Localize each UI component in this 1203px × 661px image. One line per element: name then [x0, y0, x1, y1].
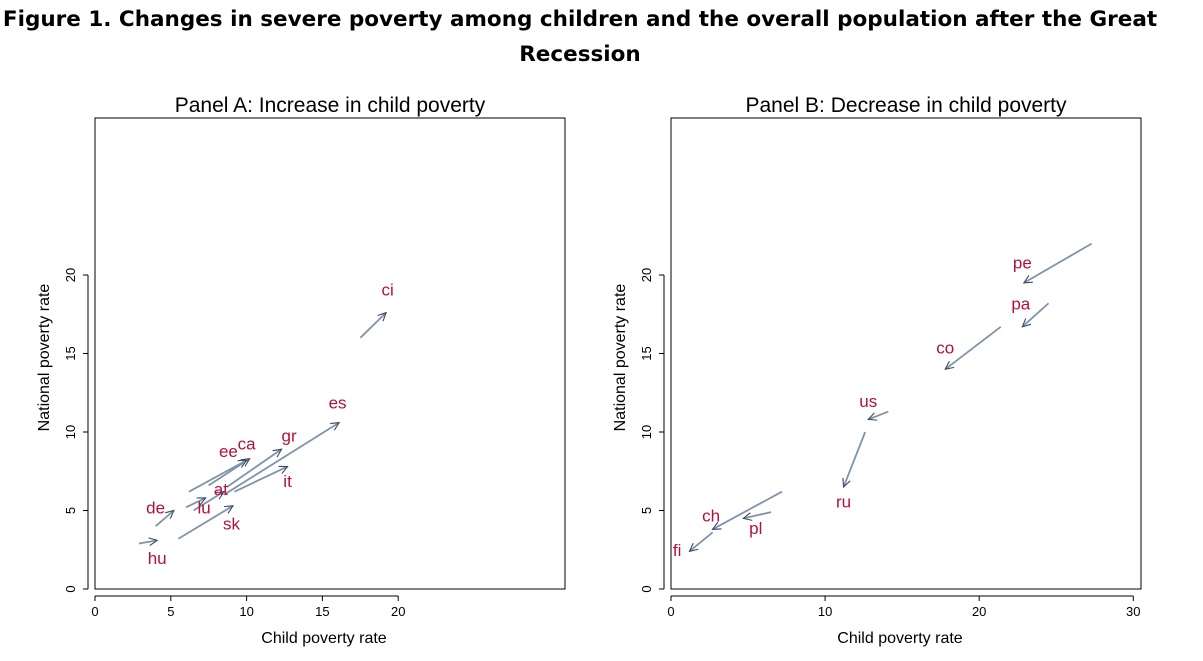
x-tick-label: 5: [167, 604, 174, 619]
arrow-hu: [138, 539, 158, 545]
arrowhead-lu: [196, 497, 207, 506]
y-tick-label: 0: [639, 585, 654, 592]
y-tick-label: 10: [639, 425, 654, 439]
country-label-us: us: [859, 392, 877, 411]
y-tick-label: 20: [63, 268, 78, 282]
arrow-ch: [712, 490, 783, 531]
arrowhead-ch: [711, 521, 722, 530]
arrow-us: [867, 410, 889, 421]
arrowhead-pa: [1021, 318, 1032, 328]
arrowhead-us: [867, 412, 878, 421]
arrow-co: [944, 326, 1002, 370]
arrow-gr: [226, 448, 282, 488]
country-label-hu: hu: [148, 549, 167, 568]
figure-title: Figure 1. Changes in severe poverty amon…: [0, 2, 1160, 72]
y-tick-label: 5: [639, 507, 654, 514]
arrowhead-hu: [148, 537, 159, 547]
arrow-de: [155, 509, 175, 527]
arrow-ee: [188, 459, 248, 493]
y-axis-label: National poverty rate: [36, 284, 53, 432]
country-label-de: de: [146, 499, 165, 518]
country-label-ru: ru: [836, 492, 851, 511]
country-label-ci: ci: [381, 280, 393, 299]
y-axis-label: National poverty rate: [612, 284, 629, 432]
arrow-es: [223, 421, 340, 496]
arrow-pe: [1023, 242, 1093, 284]
panel-title: Panel A: Increase in child poverty: [175, 94, 486, 117]
arrow-ru: [842, 431, 867, 488]
country-label-ch: ch: [702, 506, 720, 525]
arrowhead-ru: [842, 477, 851, 489]
arrowhead-pe: [1022, 275, 1033, 284]
arrow-pa: [1021, 302, 1050, 328]
country-label-pl: pl: [749, 519, 762, 538]
plot-frame: [670, 117, 1142, 590]
figure-title-line-1: Figure 1. Changes in severe poverty amon…: [2, 7, 1158, 32]
arrowhead-es: [330, 421, 341, 431]
country-label-pe: pe: [1013, 254, 1032, 273]
x-tick-label: 0: [667, 604, 674, 619]
x-tick-label: 10: [818, 604, 832, 619]
country-label-pa: pa: [1011, 295, 1030, 314]
x-tick-label: 0: [91, 604, 98, 619]
arrowhead-ee: [237, 459, 248, 468]
arrow-at: [193, 490, 225, 512]
y-tick-label: 5: [63, 507, 78, 514]
y-tick-label: 10: [63, 425, 78, 439]
arrowhead-it: [278, 465, 289, 474]
x-tick-label: 30: [1126, 604, 1140, 619]
arrow-lu: [185, 497, 207, 509]
arrowhead-ci: [377, 311, 388, 322]
x-tick-label: 20: [391, 604, 405, 619]
arrow-fi: [688, 531, 714, 553]
figure-title-line-2: Recession: [519, 42, 641, 67]
y-tick-label: 20: [639, 268, 654, 282]
x-tick-label: 15: [315, 604, 329, 619]
arrowhead-pl: [742, 512, 753, 521]
country-label-lu: lu: [198, 499, 211, 518]
country-label-ca: ca: [238, 434, 257, 453]
x-tick-label: 10: [239, 604, 253, 619]
country-label-it: it: [283, 472, 292, 491]
arrow-sk: [177, 505, 234, 540]
x-tick-label: 20: [972, 604, 986, 619]
country-label-gr: gr: [282, 426, 297, 445]
chart-panel-a: Panel A: Increase in child poverty 0 5 10 15…: [36, 94, 566, 647]
x-axis-label: Child poverty rate: [261, 630, 386, 647]
country-label-es: es: [329, 393, 347, 412]
country-label-sk: sk: [223, 514, 241, 533]
y-tick-label: 15: [63, 346, 78, 360]
country-label-at: at: [214, 480, 228, 499]
arrowhead-co: [944, 360, 955, 370]
chart-panel-b: Panel B: Decrease in child poverty 0 10 20 3…: [612, 94, 1142, 647]
arrow-pl: [743, 511, 772, 520]
country-label-ee: ee: [219, 442, 238, 461]
panel-title: Panel B: Decrease in child poverty: [746, 94, 1067, 117]
y-tick-label: 15: [639, 346, 654, 360]
arrowhead-gr: [272, 448, 283, 458]
arrowhead-fi: [688, 542, 699, 553]
country-label-fi: fi: [673, 541, 682, 560]
arrowhead-de: [165, 509, 175, 519]
y-tick-label: 0: [63, 585, 78, 592]
arrowhead-sk: [223, 505, 235, 514]
arrow-ci: [359, 312, 387, 339]
x-axis-label: Child poverty rate: [837, 630, 962, 647]
country-label-co: co: [936, 339, 954, 358]
arrowhead-ca: [240, 457, 251, 467]
arrowhead-at: [214, 490, 225, 500]
arrow-it: [234, 465, 288, 493]
